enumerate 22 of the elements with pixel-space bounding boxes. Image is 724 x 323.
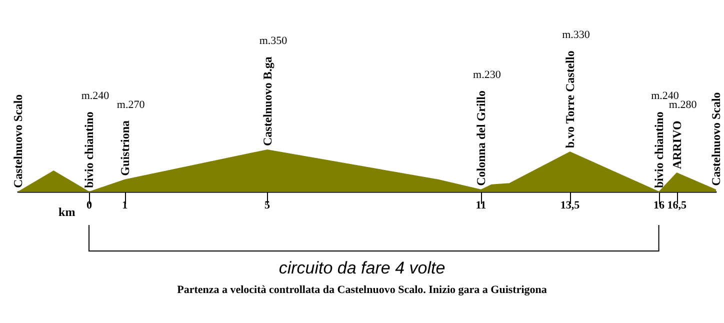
- text: m.350: [259, 35, 288, 48]
- annotation: Castelnuovo B.ga: [260, 56, 274, 146]
- x-tick-label: 0: [86, 200, 92, 212]
- text: m.230: [473, 69, 502, 82]
- text: Partenza a velocità controllata da Castelnuovo Scalo. Inizio gara a Guistrigona: [177, 284, 548, 296]
- annotation: bivio chiantino: [82, 112, 96, 188]
- annotation: Castelnuovo Scalo: [11, 94, 25, 188]
- annotation: Guistriona: [118, 120, 132, 176]
- annotation: ARRIVO: [670, 120, 684, 170]
- text: m.270: [116, 98, 146, 111]
- x-tick-label: 11: [476, 200, 486, 212]
- text: m.240: [81, 90, 110, 102]
- text: m.330: [562, 28, 590, 41]
- annotation: b.vo Torre Castello: [562, 50, 577, 148]
- text: circuito da fare 4 volte: [278, 258, 446, 278]
- annotation: bivio chiantino: [652, 112, 666, 188]
- x-tick-label: 16,5: [667, 200, 687, 212]
- x-tick-label: 16: [654, 200, 666, 212]
- annotation: Colonna del Grillo: [474, 90, 488, 186]
- annotation: Castelnuovo Scalo: [709, 92, 723, 186]
- x-tick-label: 13,5: [560, 200, 580, 212]
- x-axis-title: km: [58, 205, 76, 219]
